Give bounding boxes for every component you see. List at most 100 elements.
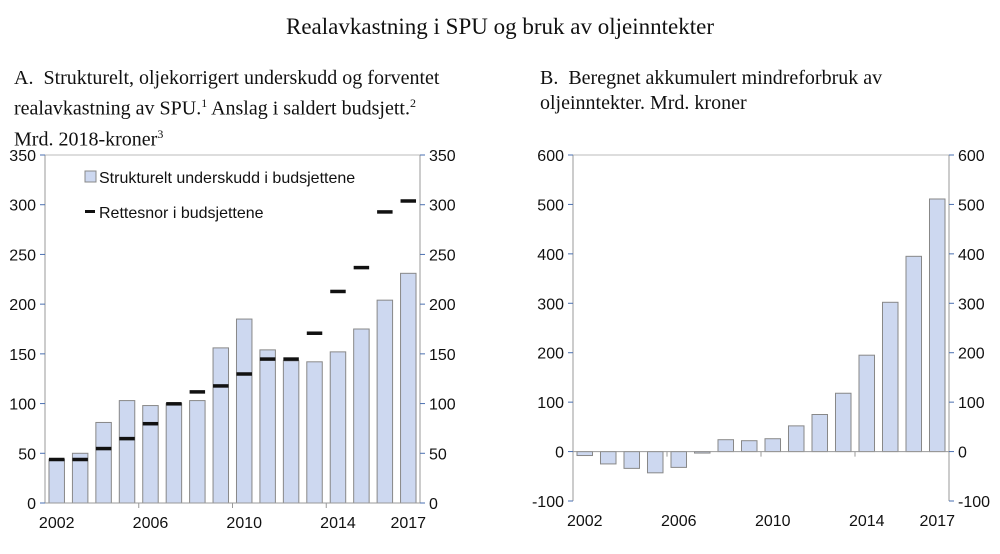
a-y-tick-label-right: 200 — [429, 297, 456, 314]
b-y-tick-label-left: 100 — [537, 395, 564, 412]
b-y-tick-label-left: -100 — [532, 494, 564, 511]
a-bar-2016 — [376, 299, 394, 504]
subtitle-text: Strukturelt, oljekorrigert underskudd og… — [14, 67, 440, 120]
a-x-tick-label-2002: 2002 — [39, 515, 75, 532]
a-bar-2005 — [118, 400, 136, 504]
a-y-tick-label-left: 350 — [9, 148, 36, 165]
a-bar-2010 — [235, 318, 253, 504]
b-y-tick-label-left: 600 — [537, 148, 564, 165]
a-y-tick-label-left: 250 — [9, 247, 36, 264]
b-y-tick-label-left: 500 — [537, 197, 564, 214]
b-bar-2006 — [670, 451, 688, 468]
subtitle-text: Mrd. 2018-kroner — [14, 128, 158, 151]
a-rettesnor-marker-2011 — [259, 357, 276, 361]
b-x-tick-label-2002: 2002 — [567, 513, 603, 530]
a-y-tick-label-left: 50 — [18, 446, 36, 463]
b-bar-2003 — [599, 451, 617, 465]
b-y-tick-label-right: 500 — [958, 197, 985, 214]
a-y-tick-label-left: 300 — [9, 198, 36, 215]
b-y-tick-label-left: 300 — [537, 296, 564, 313]
a-y-tick-label-right: 50 — [429, 446, 447, 463]
a-rettesnor-marker-2004 — [95, 446, 112, 451]
a-y-tick-label-left: 150 — [9, 347, 36, 364]
footnote: 2 — [409, 96, 416, 110]
a-rettesnor-marker-2016 — [377, 210, 393, 214]
a-bar-2015 — [353, 328, 370, 504]
a-x-tick-label-2014: 2014 — [320, 515, 356, 532]
a-bar-2007 — [165, 403, 183, 504]
b-bar-2009 — [740, 440, 758, 453]
legend-marker-swatch — [85, 210, 95, 213]
a-bar-2011 — [259, 349, 276, 504]
a-rettesnor-marker-2006 — [142, 421, 159, 426]
a-rettesnor-marker-2009 — [213, 384, 229, 388]
footnote: 1 — [201, 96, 208, 110]
b-y-tick-label-right: 0 — [958, 445, 967, 462]
a-y-tick-label-right: 250 — [429, 247, 456, 264]
b-x-tick-label-2014: 2014 — [849, 513, 885, 530]
panel-b-label: B. — [540, 67, 559, 89]
b-y-tick-label-right: 100 — [958, 395, 985, 412]
b-y-tick-label-left: 400 — [537, 247, 564, 264]
b-y-tick-label-right: 600 — [958, 148, 985, 165]
a-rettesnor-marker-2012 — [283, 357, 299, 361]
a-rettesnor-marker-2003 — [72, 457, 88, 462]
b-y-tick-label-right: 300 — [958, 296, 985, 313]
b-x-tick-label-2017: 2017 — [919, 513, 955, 530]
panel-b-subtitle: B. Beregnet akkumulert mindreforbruk av … — [540, 66, 960, 116]
a-y-tick-label-right: 300 — [429, 198, 456, 215]
b-bar-2008 — [717, 439, 735, 453]
b-bar-2013 — [834, 392, 852, 453]
figure-title: Realavkastning i SPU og bruk av oljeinnt… — [286, 14, 714, 39]
b-bar-2002 — [576, 451, 594, 457]
a-y-tick-label-left: 0 — [27, 496, 36, 513]
b-y-tick-label-right: 200 — [958, 346, 985, 363]
b-bar-2010 — [764, 438, 782, 453]
b-bar-2016 — [905, 255, 923, 453]
panel-a-subtitle: A. Strukturelt, oljekorrigert underskudd… — [14, 66, 454, 152]
legend-bar-label: Strukturelt underskudd i budsjettene — [99, 170, 355, 187]
b-bar-2004 — [623, 451, 641, 469]
legend-marker-label: Rettesnor i budsjettene — [99, 205, 264, 222]
a-y-tick-label-left: 100 — [9, 397, 36, 414]
panel-a-label: A. — [14, 67, 34, 89]
b-bar-2014 — [858, 354, 876, 453]
a-bar-2004 — [95, 421, 112, 504]
a-rettesnor-marker-2002 — [48, 457, 65, 462]
a-bar-2009 — [212, 347, 230, 504]
b-bar-2005 — [646, 451, 664, 474]
a-y-tick-label-right: 350 — [429, 148, 456, 165]
a-x-tick-label-2017: 2017 — [390, 515, 426, 532]
a-bar-2008 — [189, 400, 206, 504]
a-rettesnor-marker-2007 — [166, 402, 182, 406]
a-bar-2017 — [400, 272, 417, 504]
b-y-tick-label-right: -100 — [958, 494, 990, 511]
b-x-tick-label-2006: 2006 — [661, 513, 697, 530]
a-y-tick-label-right: 100 — [429, 397, 456, 414]
a-bar-2006 — [142, 405, 159, 504]
a-y-tick-label-right: 0 — [429, 496, 438, 513]
a-bar-2002 — [48, 458, 65, 504]
a-x-tick-label-2006: 2006 — [133, 515, 169, 532]
a-y-tick-label-right: 150 — [429, 347, 456, 364]
subtitle-text: Anslag i saldert budsjett. — [207, 97, 410, 120]
b-y-tick-label-left: 0 — [555, 445, 564, 462]
subtitle-text: Beregnet akkumulert mindreforbruk av olj… — [540, 67, 883, 114]
footnote: 3 — [157, 126, 164, 141]
b-y-tick-label-right: 400 — [958, 247, 985, 264]
a-bar-2014 — [329, 351, 347, 504]
legend-bar-swatch — [84, 170, 97, 183]
a-y-tick-label-left: 200 — [9, 297, 36, 314]
a-rettesnor-marker-2005 — [119, 436, 135, 441]
b-bar-2015 — [881, 301, 899, 453]
b-x-tick-label-2010: 2010 — [755, 513, 791, 530]
a-rettesnor-marker-2010 — [236, 372, 252, 376]
a-rettesnor-marker-2008 — [189, 390, 206, 394]
b-bar-2012 — [811, 414, 829, 453]
a-rettesnor-marker-2013 — [306, 331, 323, 335]
a-rettesnor-marker-2015 — [353, 265, 370, 270]
a-bar-2013 — [306, 361, 323, 504]
a-rettesnor-marker-2017 — [400, 199, 417, 203]
